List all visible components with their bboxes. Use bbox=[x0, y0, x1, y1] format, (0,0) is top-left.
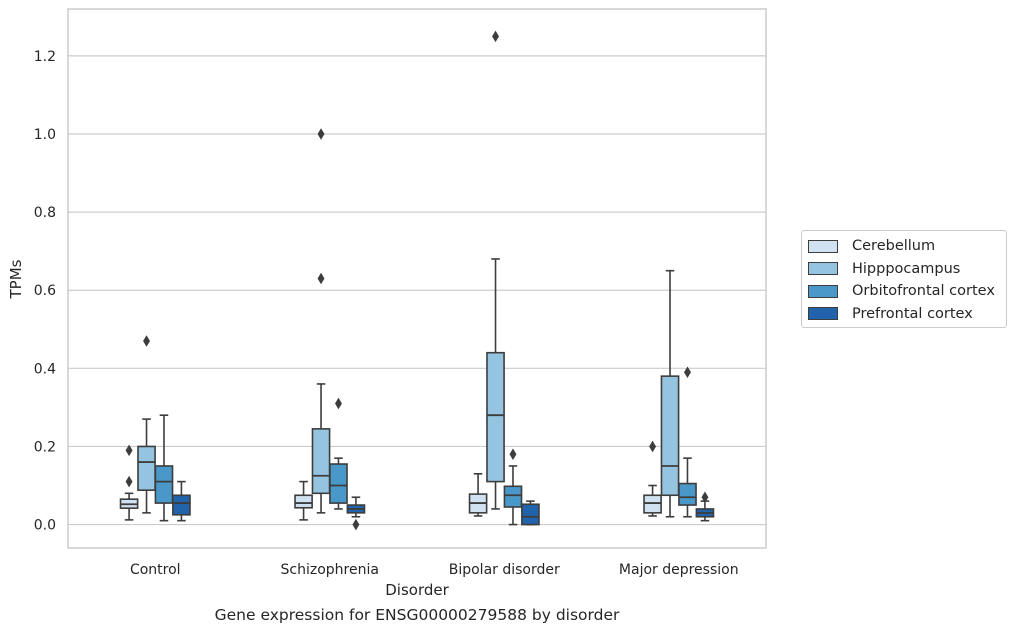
box-cerebellum bbox=[294, 480, 313, 521]
box-cerebellum bbox=[119, 444, 139, 521]
box-orbitofrontal-cortex bbox=[329, 397, 348, 510]
box-body bbox=[137, 445, 156, 491]
box-cerebellum bbox=[643, 440, 662, 517]
outlier-point bbox=[352, 518, 360, 531]
box-body bbox=[503, 485, 523, 508]
legend-label: Prefrontal cortex bbox=[852, 305, 973, 322]
chart-legend: Cerebellum Hipppocampus Orbitofrontal cort… bbox=[801, 230, 1007, 328]
box-body bbox=[172, 494, 191, 516]
outlier-point bbox=[492, 30, 499, 43]
box-hipppocampus bbox=[660, 269, 680, 518]
legend-item: Cerebellum bbox=[808, 235, 1000, 258]
box-cerebellum bbox=[468, 472, 488, 517]
outlier-point bbox=[701, 491, 709, 504]
box-body bbox=[294, 494, 313, 509]
y-tick-label: 0.8 bbox=[34, 205, 56, 221]
plot-frame bbox=[67, 8, 767, 549]
box-body bbox=[311, 428, 331, 495]
y-tick-labels: 0.0 0.2 0.4 0.6 0.8 1.0 1.2 bbox=[34, 49, 56, 534]
box-body bbox=[521, 503, 540, 526]
legend-swatch bbox=[808, 284, 838, 298]
legend-label: Cerebellum bbox=[852, 238, 936, 255]
box-plot-area bbox=[119, 30, 715, 531]
outlier-point bbox=[649, 440, 657, 453]
y-tick-label: 0.4 bbox=[34, 361, 56, 377]
box-hipppocampus bbox=[311, 128, 331, 514]
box-prefrontal-cortex bbox=[346, 496, 366, 531]
box-orbitofrontal-cortex bbox=[678, 366, 697, 518]
box-body bbox=[154, 465, 174, 504]
box-prefrontal-cortex bbox=[695, 491, 715, 522]
y-tick-label: 0.0 bbox=[34, 518, 56, 534]
outlier-point bbox=[143, 335, 150, 347]
box-body bbox=[643, 494, 662, 514]
legend-swatch bbox=[808, 262, 838, 276]
y-axis-title: TPMs bbox=[7, 259, 25, 299]
chart-caption: Gene expression for ENSG00000279588 by d… bbox=[214, 606, 620, 624]
y-tick-label: 1.0 bbox=[34, 127, 56, 143]
box-body bbox=[329, 463, 348, 504]
x-tick-label: Control bbox=[130, 562, 181, 578]
y-tick-label: 0.6 bbox=[34, 283, 56, 299]
box-body bbox=[486, 351, 505, 483]
outlier-point bbox=[684, 366, 691, 379]
x-tick-label: Major depression bbox=[619, 562, 739, 578]
outlier-point bbox=[317, 128, 325, 140]
outlier-point bbox=[335, 397, 342, 410]
y-tick-label: 1.2 bbox=[34, 49, 56, 65]
box-hipppocampus bbox=[486, 30, 505, 510]
x-axis-title: Disorder bbox=[385, 581, 449, 599]
legend-item: Prefrontal cortex bbox=[808, 303, 1000, 326]
legend-swatch bbox=[808, 239, 838, 253]
box-body bbox=[660, 375, 680, 497]
x-tick-label: Bipolar disorder bbox=[449, 562, 560, 578]
box-prefrontal-cortex bbox=[521, 500, 540, 526]
box-prefrontal-cortex bbox=[172, 480, 191, 522]
box-orbitofrontal-cortex bbox=[154, 414, 174, 522]
gridlines bbox=[68, 55, 766, 526]
legend-swatch bbox=[808, 307, 838, 321]
x-tick-label: Schizophrenia bbox=[281, 562, 379, 578]
legend-item: Orbitofrontal cortex bbox=[808, 280, 1000, 303]
legend-label: Orbitofrontal cortex bbox=[852, 283, 995, 300]
y-tick-label: 0.2 bbox=[34, 439, 56, 455]
box-orbitofrontal-cortex bbox=[503, 448, 523, 526]
legend-item: Hipppocampus bbox=[808, 258, 1000, 281]
box-body bbox=[678, 482, 697, 506]
outlier-point bbox=[317, 272, 325, 285]
x-tick-labels: Control Schizophrenia Bipolar disorder Majo… bbox=[130, 562, 739, 578]
outlier-point bbox=[125, 475, 133, 488]
box-hipppocampus bbox=[137, 335, 156, 514]
outlier-point bbox=[509, 448, 517, 461]
outlier-point bbox=[125, 444, 133, 457]
legend-label: Hipppocampus bbox=[852, 260, 961, 277]
